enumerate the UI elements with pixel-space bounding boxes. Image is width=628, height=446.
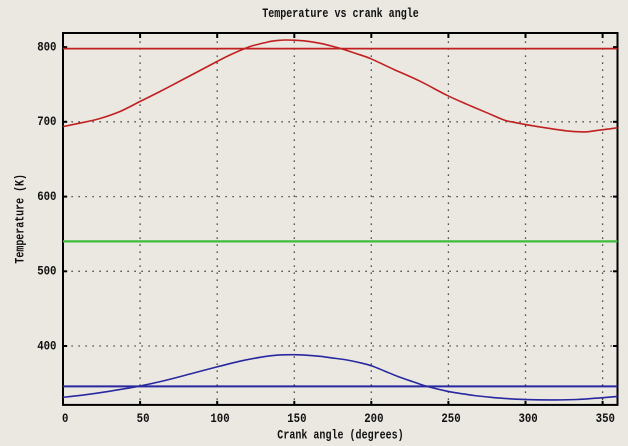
svg-text:200: 200 bbox=[364, 411, 383, 426]
svg-text:600: 600 bbox=[37, 189, 56, 204]
svg-text:250: 250 bbox=[441, 411, 460, 426]
svg-text:0: 0 bbox=[62, 411, 69, 426]
svg-text:Temperature vs crank angle: Temperature vs crank angle bbox=[262, 6, 419, 21]
svg-text:700: 700 bbox=[37, 114, 56, 129]
svg-text:150: 150 bbox=[287, 411, 306, 426]
svg-text:500: 500 bbox=[37, 264, 56, 279]
svg-text:300: 300 bbox=[518, 411, 537, 426]
svg-text:400: 400 bbox=[37, 338, 56, 353]
svg-text:100: 100 bbox=[210, 411, 229, 426]
svg-text:350: 350 bbox=[596, 411, 615, 426]
svg-text:Crank angle (degrees): Crank angle (degrees) bbox=[277, 428, 403, 443]
svg-text:Temperature (K): Temperature (K) bbox=[13, 174, 28, 264]
svg-text:800: 800 bbox=[37, 40, 56, 55]
svg-text:50: 50 bbox=[137, 411, 150, 426]
